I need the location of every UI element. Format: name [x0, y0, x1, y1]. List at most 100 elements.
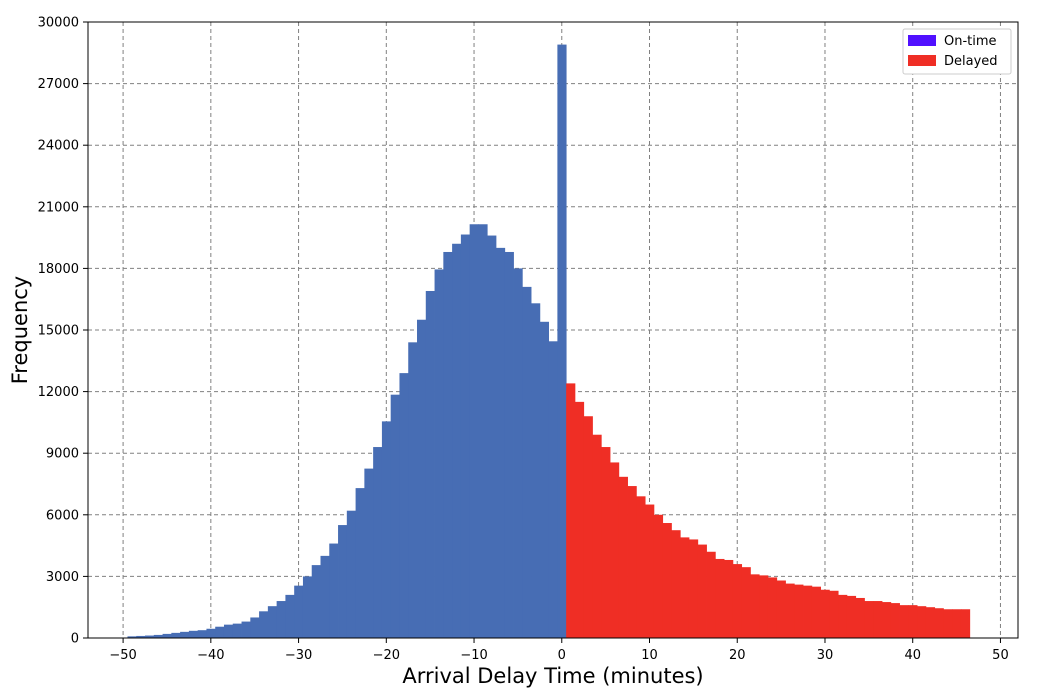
- bar-on-time: [434, 269, 444, 638]
- bar-on-time: [460, 234, 471, 638]
- bar-delayed: [846, 595, 857, 638]
- legend-swatch-on-time: [908, 35, 936, 46]
- bar-on-time: [346, 510, 356, 638]
- bar-delayed: [662, 523, 672, 638]
- bar-delayed: [925, 607, 936, 638]
- bar-on-time: [381, 421, 392, 638]
- x-axis-title: Arrival Delay Time (minutes): [402, 664, 703, 688]
- bar-on-time: [153, 634, 163, 638]
- bar-delayed: [592, 434, 602, 638]
- bar-delayed: [750, 574, 760, 638]
- bar-on-time: [285, 594, 295, 638]
- bar-delayed: [627, 486, 637, 638]
- bar-delayed: [960, 609, 971, 638]
- x-tick-label: 0: [558, 648, 566, 663]
- bar-delayed: [820, 589, 830, 638]
- legend-swatch-delayed: [908, 55, 936, 66]
- bar-delayed: [724, 559, 734, 638]
- bar-on-time: [417, 319, 427, 638]
- bar-on-time: [136, 635, 146, 638]
- bar-delayed: [636, 496, 646, 638]
- y-tick-label: 15000: [38, 324, 79, 339]
- bar-on-time: [127, 636, 137, 638]
- y-tick-label: 24000: [38, 139, 79, 154]
- bar-on-time: [302, 576, 313, 638]
- bar-delayed: [706, 551, 716, 638]
- y-tick-label: 21000: [38, 200, 79, 215]
- bar-on-time: [250, 617, 260, 638]
- bar-delayed: [829, 590, 839, 638]
- x-tick-label: 50: [992, 648, 1009, 663]
- bar-delayed: [890, 603, 900, 638]
- bar-on-time: [487, 235, 497, 638]
- bar-delayed: [882, 602, 892, 638]
- legend: On-time Delayed: [902, 28, 1012, 75]
- bar-on-time: [443, 251, 453, 638]
- bar-delayed: [645, 504, 655, 638]
- bar-delayed: [952, 609, 962, 638]
- y-tick-label: 9000: [46, 447, 79, 462]
- bar-on-time: [294, 585, 304, 638]
- bar-on-time: [390, 394, 400, 638]
- y-tick-label: 0: [71, 632, 79, 647]
- bar-delayed: [574, 401, 585, 638]
- bar-on-time: [232, 623, 242, 638]
- bar-delayed: [566, 383, 576, 638]
- bar-delayed: [767, 577, 778, 638]
- bar-on-time: [320, 555, 330, 638]
- bar-on-time: [399, 373, 409, 638]
- bar-delayed: [934, 608, 944, 638]
- bar-delayed: [618, 476, 628, 638]
- y-axis-title: Frequency: [8, 276, 32, 385]
- bar-delayed: [785, 583, 795, 638]
- bar-delayed: [732, 564, 743, 638]
- bar-on-time: [504, 251, 514, 638]
- y-tick-label: 30000: [38, 16, 79, 31]
- bar-on-time: [539, 321, 550, 638]
- x-tick-label: −20: [373, 648, 400, 663]
- x-tick-label: −40: [197, 648, 224, 663]
- bar-delayed: [671, 530, 681, 638]
- x-tick-label: −10: [460, 648, 487, 663]
- bar-on-time: [548, 341, 558, 638]
- bar-delayed: [776, 580, 786, 638]
- bar-on-time: [557, 44, 567, 638]
- y-axis-ticks: 0 3000 6000 9000 12000 15000 18000 21000 24000 27…: [38, 16, 88, 647]
- bar-on-time: [188, 630, 199, 638]
- x-tick-label: −50: [109, 648, 136, 663]
- bar-on-time: [373, 447, 383, 638]
- bar-delayed: [583, 416, 593, 638]
- bar-delayed: [811, 586, 821, 638]
- bar-on-time: [338, 525, 348, 638]
- y-tick-label: 12000: [38, 385, 79, 400]
- bar-on-time: [513, 268, 523, 638]
- bar-on-time: [215, 626, 225, 638]
- bar-on-time: [355, 488, 365, 638]
- legend-label-delayed: Delayed: [944, 54, 998, 69]
- bar-on-time: [197, 630, 207, 638]
- bar-on-time: [469, 224, 479, 638]
- y-tick-label: 3000: [46, 570, 79, 585]
- bar-on-time: [364, 468, 374, 638]
- bar-on-time: [478, 224, 488, 638]
- bar-delayed: [943, 609, 953, 638]
- x-tick-label: −30: [285, 648, 312, 663]
- bar-delayed: [688, 539, 699, 638]
- bar-delayed: [838, 594, 848, 638]
- bar-delayed: [610, 462, 620, 638]
- bar-on-time: [452, 243, 462, 638]
- x-tick-label: 30: [817, 648, 834, 663]
- bar-on-time: [276, 601, 286, 638]
- bar-on-time: [223, 624, 234, 638]
- y-tick-label: 6000: [46, 508, 79, 523]
- bar-delayed: [741, 567, 751, 638]
- bar-on-time: [311, 565, 321, 638]
- bar-delayed: [908, 605, 918, 638]
- histogram-bars: [127, 44, 971, 638]
- bar-on-time: [162, 633, 172, 638]
- bar-on-time: [408, 342, 418, 638]
- x-tick-label: 40: [904, 648, 921, 663]
- bar-delayed: [759, 575, 769, 638]
- bar-on-time: [171, 632, 181, 638]
